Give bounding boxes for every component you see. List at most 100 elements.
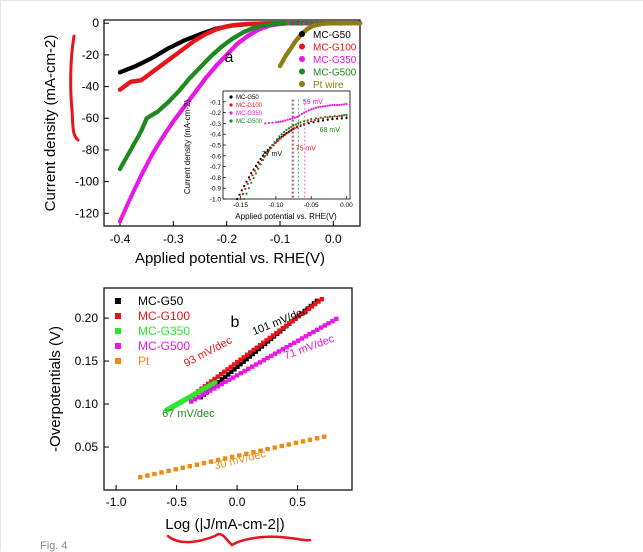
inset-point bbox=[291, 128, 294, 131]
inset-y-tick-label: -0.2 bbox=[210, 110, 222, 117]
chart-b-x-tick-label: -0.5 bbox=[166, 495, 187, 509]
chart-b-point bbox=[287, 321, 292, 326]
chart-b-point bbox=[235, 359, 240, 365]
chart-b-point bbox=[196, 394, 201, 400]
chart-a-point bbox=[288, 21, 293, 26]
chart-a-point bbox=[293, 21, 299, 26]
chart-b-series-mc-g500 bbox=[188, 316, 339, 404]
inset-y-tick-label: -0.8 bbox=[210, 175, 222, 182]
inset-point bbox=[278, 135, 281, 138]
legend-label: MC-G500 bbox=[313, 68, 357, 79]
chart-b-point bbox=[223, 379, 228, 385]
chart-b-point bbox=[237, 453, 242, 458]
chart-b-point bbox=[231, 362, 237, 367]
chart-b-point bbox=[244, 352, 250, 357]
chart-b-point bbox=[261, 358, 266, 363]
legend-marker bbox=[115, 298, 121, 304]
chart-b-plot-frame bbox=[103, 287, 353, 491]
inset-point bbox=[333, 115, 336, 118]
legend-marker bbox=[299, 81, 305, 87]
chart-b-point bbox=[265, 355, 270, 361]
inset-point bbox=[268, 147, 272, 150]
chart-b-point bbox=[229, 369, 234, 374]
chart-b-point bbox=[208, 459, 214, 464]
inset-point bbox=[271, 121, 274, 124]
inset-legend-label: MC-G50 bbox=[236, 95, 259, 101]
inset-point bbox=[314, 106, 317, 109]
inset-point bbox=[305, 110, 308, 113]
chart-b-point bbox=[330, 318, 335, 324]
chart-b-point bbox=[238, 357, 243, 362]
inset-point bbox=[283, 130, 286, 134]
inset-y-tick-label: -0.3 bbox=[210, 121, 222, 128]
inset-point bbox=[264, 122, 267, 125]
inset-point bbox=[312, 107, 315, 110]
inset-point bbox=[319, 116, 322, 119]
chart-b-point bbox=[264, 338, 269, 343]
inset-point bbox=[291, 117, 294, 120]
inset-legend-label: MC-G100 bbox=[236, 103, 263, 109]
chart-a-panel-label: a bbox=[225, 49, 234, 66]
inset-point bbox=[336, 117, 339, 120]
chart-a-y-axis-label: Current density (mA-cm-2) bbox=[42, 35, 59, 212]
handdrawn-mark-xlabel bbox=[166, 532, 312, 547]
inset-point bbox=[240, 189, 243, 192]
chart-a-plot-frame bbox=[103, 19, 361, 227]
chart-b-point bbox=[166, 468, 171, 474]
chart-b-point bbox=[303, 334, 308, 339]
chart-b-point bbox=[250, 364, 255, 369]
chart-b-point bbox=[272, 445, 277, 450]
chart-b-point bbox=[226, 372, 231, 377]
inset-point bbox=[238, 193, 241, 196]
inset-point bbox=[287, 127, 290, 130]
chart-a-point bbox=[304, 21, 309, 26]
inset-point bbox=[267, 149, 270, 152]
inset-point bbox=[331, 103, 334, 107]
chart-b-legend-item: MC-G500 bbox=[115, 339, 190, 353]
chart-b-point bbox=[300, 311, 305, 316]
inset-point bbox=[280, 133, 283, 136]
chart-b-point bbox=[293, 440, 299, 446]
chart-b-point bbox=[250, 351, 255, 357]
chart-b-point bbox=[322, 323, 327, 328]
chart-a-legend-item: MC-G50 bbox=[299, 30, 351, 41]
inset-point bbox=[296, 125, 299, 128]
inset-point bbox=[343, 103, 346, 106]
inset-point bbox=[328, 115, 332, 118]
chart-a-x-tick-label: -0.3 bbox=[163, 232, 184, 246]
chart-b-point bbox=[220, 377, 225, 382]
chart-b-point bbox=[253, 349, 258, 354]
chart-a-legend-item: MC-G350 bbox=[299, 55, 357, 66]
chart-b-point bbox=[316, 299, 321, 304]
legend-marker bbox=[115, 313, 121, 319]
inset-point bbox=[284, 119, 287, 122]
chart-b-point bbox=[230, 454, 235, 460]
chart-a-x-tick-label: 0.0 bbox=[325, 232, 342, 246]
inset-point bbox=[293, 127, 296, 130]
inset-y-tick-label: -0.1 bbox=[210, 99, 222, 106]
inset-point bbox=[279, 137, 282, 140]
inset-point bbox=[239, 197, 242, 201]
inset-point bbox=[267, 121, 270, 125]
inset-point bbox=[264, 154, 267, 157]
inset-point bbox=[331, 115, 334, 118]
inset-point bbox=[336, 115, 339, 118]
chart-a-y-tick-label: -40 bbox=[82, 80, 100, 94]
inset-point bbox=[290, 125, 293, 129]
inset-x-tick-label: 0.00 bbox=[340, 202, 353, 209]
inset-point bbox=[236, 197, 239, 201]
chart-b-series-mc-g100 bbox=[196, 297, 324, 394]
chart-b-point bbox=[270, 333, 276, 338]
chart-b-point bbox=[267, 335, 272, 341]
chart-b-point bbox=[218, 372, 224, 377]
chart-b-point bbox=[314, 436, 320, 441]
chart-b-point bbox=[257, 360, 263, 365]
chart-b-point bbox=[251, 450, 256, 455]
chart-b-point bbox=[215, 374, 220, 379]
chart-b-point bbox=[318, 325, 324, 330]
inset-point bbox=[299, 124, 302, 127]
inset-point bbox=[343, 114, 346, 117]
inset-point bbox=[300, 112, 303, 116]
chart-a-y-tick-label: -100 bbox=[75, 175, 99, 189]
chart-b-point bbox=[303, 309, 308, 314]
